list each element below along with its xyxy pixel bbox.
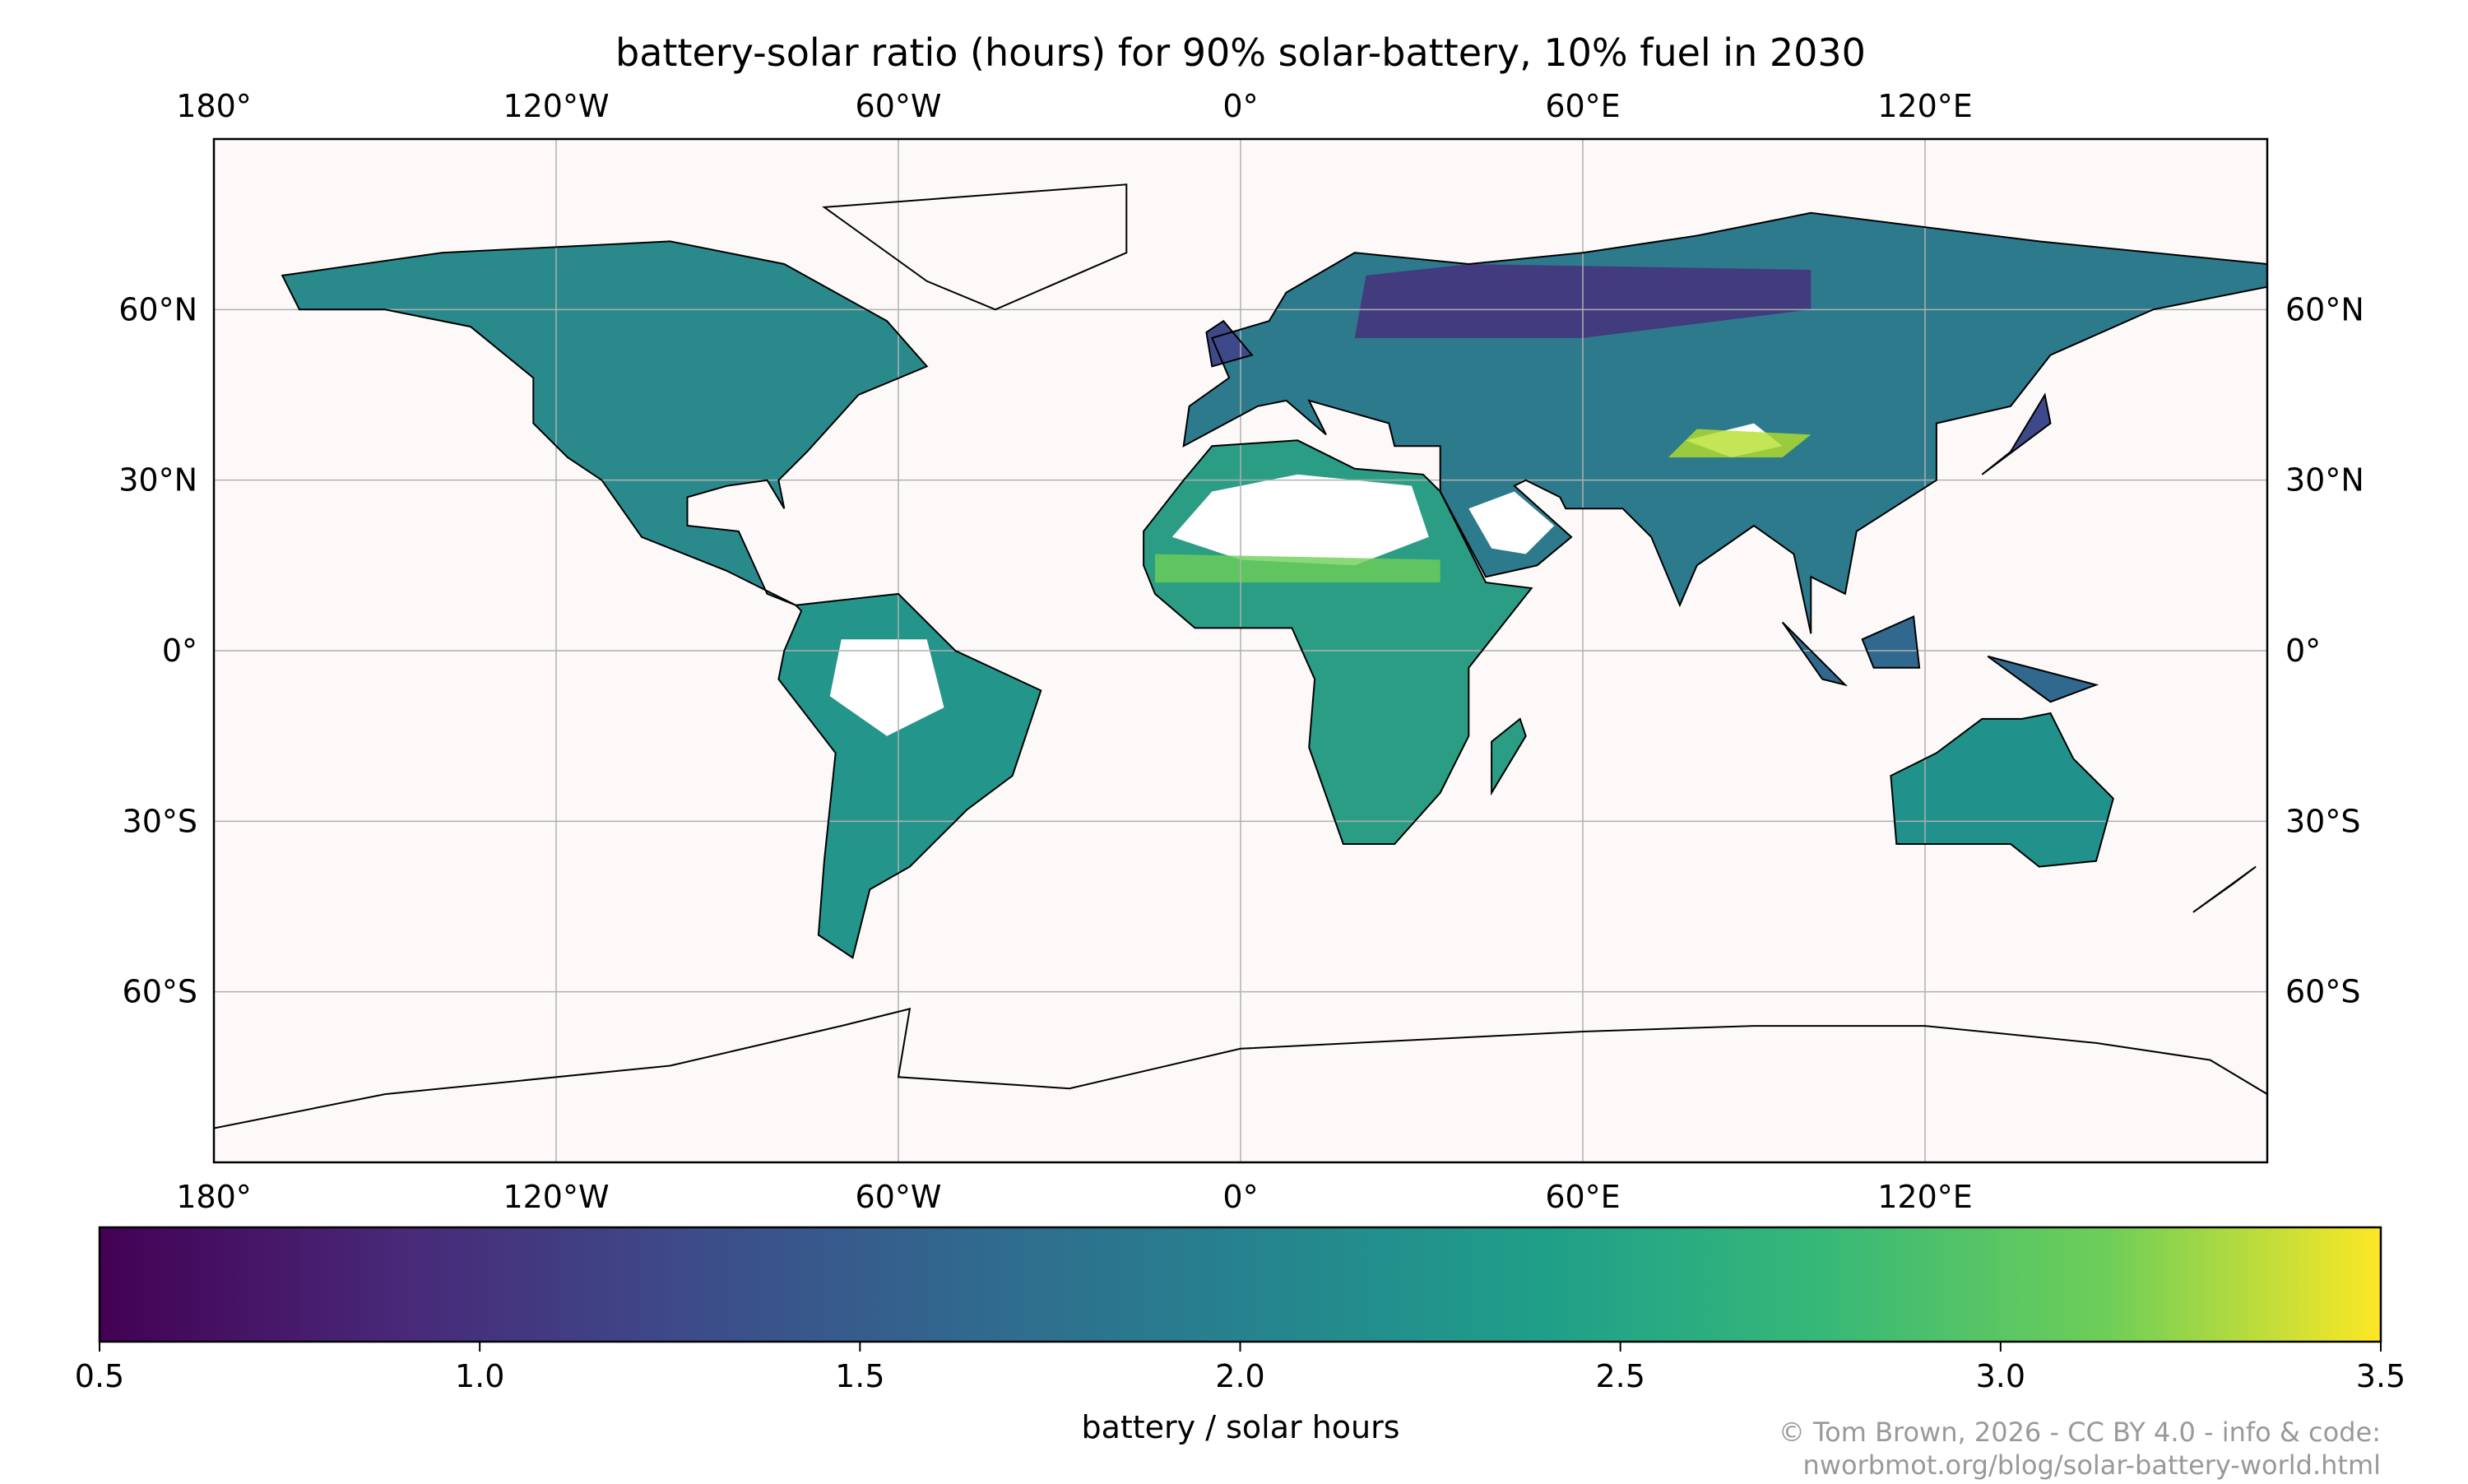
arabia-no-data [1468,491,1555,554]
lon-tick-top: 120°W [503,88,609,124]
greenland-coastline [822,183,1128,311]
map-frame [212,137,2269,1164]
new-guinea-fill [1988,656,2096,703]
tibet-fill [1668,429,1812,457]
lon-tick-top: 0° [1222,88,1258,124]
lon-tick-top: 60°E [1545,88,1620,124]
gridlines [214,139,2267,1162]
map-tick-labels: 180° 180° 120°W 120°W 60°W 60°W 0° 0° 60°E 60°E 12… [118,88,2364,1215]
credit-line-1: © Tom Brown, 2026 - CC BY 4.0 - info & c… [1779,1417,2381,1448]
madagascar-coastline [1491,717,1527,796]
colorbar-tick-label: 3.0 [1976,1358,2025,1394]
lat-tick-left: 60°S [123,974,197,1010]
north-america-fill [282,241,927,605]
lon-tick-top: 180° [176,88,252,124]
antarctica-coastline [214,1008,2267,1162]
chart-title: battery-solar ratio (hours) for 90% sola… [615,30,1866,75]
lat-tick-right: 30°S [2285,803,2360,839]
colorbar-tick-label: 1.0 [455,1358,504,1394]
lon-tick-top: 60°W [856,88,942,124]
south-america-coastline [777,592,1042,959]
lat-tick-left: 60°N [118,291,197,327]
colorbar-tick-label: 1.5 [835,1358,884,1394]
sahel-fill [1155,554,1440,583]
sumatra-coastline [1781,621,1849,687]
sahara-no-data [1171,474,1429,566]
lat-tick-right: 0° [2285,633,2321,669]
colorbar-tick-label: 2.5 [1595,1358,1645,1394]
colorbar-tick-label: 2.0 [1215,1358,1264,1394]
colorbar-tick-label: 3.5 [2356,1358,2405,1394]
lat-tick-left: 30°S [123,803,197,839]
lon-tick-bottom: 180° [176,1179,252,1215]
lon-tick-bottom: 60°W [856,1179,942,1215]
borneo-fill [1862,616,1920,668]
colorbar-ticks: 0.5 1.0 1.5 2.0 2.5 3.0 3.5 [75,1342,2405,1394]
australia-coastline [1890,712,2114,868]
colorbar [98,1226,2382,1343]
lat-tick-right: 60°S [2285,974,2360,1010]
lat-tick-left: 0° [162,633,197,669]
credit-line-2: nworbmot.org/blog/solar-battery-world.ht… [1803,1449,2381,1481]
lat-tick-right: 30°N [2285,462,2364,499]
lon-tick-bottom: 120°E [1877,1179,1973,1215]
africa-coastline [1143,439,1533,845]
lon-tick-bottom: 0° [1222,1179,1258,1215]
new-zealand-coastline [2192,865,2257,913]
australia-fill [1890,713,2113,867]
north-america-coastline [281,240,929,606]
coastlines [214,183,2267,1162]
lat-tick-left: 30°N [118,462,197,499]
lon-tick-bottom: 60°E [1545,1179,1620,1215]
japan-coastline [1981,392,2052,475]
lon-tick-bottom: 120°W [503,1179,609,1215]
great-britain-coastline [1205,319,1254,368]
borneo-coastline [1861,615,1921,669]
colorbar-label: battery / solar hours [1081,1409,1399,1445]
eurasia-coastline [1182,211,2267,634]
lon-tick-top: 120°E [1877,88,1973,124]
madagascar-fill [1491,718,1526,793]
colorbar-tick-label: 0.5 [75,1358,124,1394]
lat-tick-right: 60°N [2285,291,2364,327]
new-guinea-coastline [1987,655,2099,703]
amazon-no-data [829,639,944,736]
